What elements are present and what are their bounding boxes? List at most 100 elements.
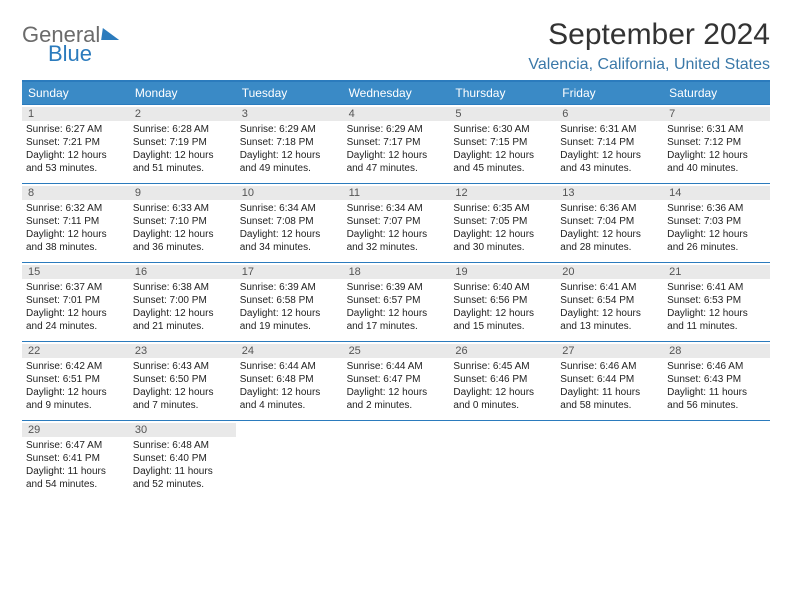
day-info: Sunrise: 6:36 AMSunset: 7:03 PMDaylight:… — [667, 202, 766, 254]
week-row: 8 Sunrise: 6:32 AMSunset: 7:11 PM Daylight… — [22, 183, 770, 262]
day-info-line: Sunset: 7:14 PM — [560, 136, 659, 149]
day-info-line: Sunset: 7:00 PM — [133, 294, 232, 307]
day-cell: 18Sunrise: 6:39 AMSunset: 6:57 PMDayligh… — [343, 263, 450, 341]
day-info-line: Sunrise: 6:44 AM — [347, 360, 446, 373]
day-number: 5 — [449, 107, 556, 121]
empty-cell — [556, 421, 663, 499]
day-number: 21 — [663, 265, 770, 279]
location-subtitle: Valencia, California, United States — [528, 56, 770, 74]
day-info: Sunrise: 6:42 AMSunset: 6:51 PMDaylight:… — [26, 360, 125, 412]
day-number: 20 — [556, 265, 663, 279]
day-info: Sunrise: 6:41 AMSunset: 6:54 PMDaylight:… — [560, 281, 659, 333]
day-info-line: Daylight: 12 hours — [240, 386, 339, 399]
day-info-line: and 11 minutes. — [667, 320, 766, 333]
day-number: 3 — [236, 107, 343, 121]
day-number: 23 — [129, 344, 236, 358]
day-number: 28 — [663, 344, 770, 358]
day-info-line: Sunset: 7:15 PM — [453, 136, 552, 149]
day-info-line: and 43 minutes. — [560, 162, 659, 175]
day-info-line: Sunrise: 6:43 AM — [133, 360, 232, 373]
day-info-line: Sunset: 7:12 PM — [667, 136, 766, 149]
day-info-line: Daylight: 11 hours — [26, 465, 125, 478]
day-info-line: Sunset: 6:54 PM — [560, 294, 659, 307]
day-info-line: Sunset: 6:56 PM — [453, 294, 552, 307]
day-cell: 23 Sunrise: 6:43 AMSunset: 6:50 PMDayligh… — [129, 342, 236, 420]
day-info-line: Sunrise: 6:32 AM — [26, 202, 125, 215]
day-info-line: and 54 minutes. — [26, 478, 125, 491]
day-info-line: Sunrise: 6:28 AM — [133, 123, 232, 136]
empty-cell — [663, 421, 770, 499]
day-info-line: Daylight: 12 hours — [667, 149, 766, 162]
day-info-line: Sunset: 7:18 PM — [240, 136, 339, 149]
day-info: Sunrise: 6:44 AMSunset: 6:48 PMDaylight:… — [240, 360, 339, 412]
day-number: 8 — [22, 186, 129, 200]
day-number: 29 — [22, 423, 129, 437]
day-info-line: Sunrise: 6:48 AM — [133, 439, 232, 452]
day-number: 6 — [556, 107, 663, 121]
day-cell: 10Sunrise: 6:34 AMSunset: 7:08 PMDayligh… — [236, 184, 343, 262]
day-info-line: and 19 minutes. — [240, 320, 339, 333]
day-number: 19 — [449, 265, 556, 279]
day-info-line: Sunset: 6:46 PM — [453, 373, 552, 386]
empty-cell — [449, 421, 556, 499]
day-info-line: and 51 minutes. — [133, 162, 232, 175]
day-number: 22 — [22, 344, 129, 358]
day-number: 14 — [663, 186, 770, 200]
week-row: 22 Sunrise: 6:42 AMSunset: 6:51 PMDayligh… — [22, 341, 770, 420]
day-info: Sunrise: 6:43 AMSunset: 6:50 PMDaylight:… — [133, 360, 232, 412]
day-info-line: Sunrise: 6:39 AM — [240, 281, 339, 294]
day-info-line: Sunset: 6:43 PM — [667, 373, 766, 386]
day-info-line: and 58 minutes. — [560, 399, 659, 412]
day-number: 1 — [22, 107, 129, 121]
day-info-line: Daylight: 12 hours — [133, 228, 232, 241]
title-block: September 2024 Valencia, California, Uni… — [528, 18, 770, 74]
day-info-line: and 38 minutes. — [26, 241, 125, 254]
day-number: 15 — [22, 265, 129, 279]
day-number: 25 — [343, 344, 450, 358]
day-cell: 13Sunrise: 6:36 AMSunset: 7:04 PMDayligh… — [556, 184, 663, 262]
day-info: Sunrise: 6:34 AMSunset: 7:07 PMDaylight:… — [347, 202, 446, 254]
day-info-line: and 49 minutes. — [240, 162, 339, 175]
day-info-line: Sunset: 6:50 PM — [133, 373, 232, 386]
day-info-line: Sunset: 7:11 PM — [26, 215, 125, 228]
day-cell: 3 Sunrise: 6:29 AMSunset: 7:18 PMDaylight… — [236, 105, 343, 183]
week-row: 29Sunrise: 6:47 AMSunset: 6:41 PMDayligh… — [22, 420, 770, 499]
day-info-line: and 40 minutes. — [667, 162, 766, 175]
day-cell: 22 Sunrise: 6:42 AMSunset: 6:51 PMDayligh… — [22, 342, 129, 420]
day-info-line: Daylight: 12 hours — [453, 149, 552, 162]
day-info-line: Sunrise: 6:36 AM — [667, 202, 766, 215]
day-info-line: Sunrise: 6:44 AM — [240, 360, 339, 373]
day-info-line: Sunset: 7:05 PM — [453, 215, 552, 228]
day-info-line: Daylight: 12 hours — [347, 228, 446, 241]
day-info: Sunrise: 6:38 AMSunset: 7:00 PMDaylight:… — [133, 281, 232, 333]
day-info-line: and 45 minutes. — [453, 162, 552, 175]
day-cell: 30 Sunrise: 6:48 AMSunset: 6:40 PMDayligh… — [129, 421, 236, 499]
day-cell: 20 Sunrise: 6:41 AMSunset: 6:54 PMDayligh… — [556, 263, 663, 341]
day-info-line: and 21 minutes. — [133, 320, 232, 333]
day-info: Sunrise: 6:33 AMSunset: 7:10 PMDaylight:… — [133, 202, 232, 254]
day-info-line: Daylight: 12 hours — [240, 307, 339, 320]
day-cell: 19Sunrise: 6:40 AMSunset: 6:56 PMDayligh… — [449, 263, 556, 341]
day-info-line: Sunset: 7:01 PM — [26, 294, 125, 307]
day-info-line: Daylight: 12 hours — [26, 307, 125, 320]
day-info: Sunrise: 6:48 AMSunset: 6:40 PMDaylight:… — [133, 439, 232, 491]
day-info-line: and 9 minutes. — [26, 399, 125, 412]
day-info-line: Sunset: 7:17 PM — [347, 136, 446, 149]
day-info-line: and 30 minutes. — [453, 241, 552, 254]
day-of-week-cell: Sunday — [22, 82, 129, 104]
day-info-line: Sunrise: 6:27 AM — [26, 123, 125, 136]
day-cell: 16Sunrise: 6:38 AMSunset: 7:00 PMDayligh… — [129, 263, 236, 341]
day-info-line: Daylight: 12 hours — [560, 307, 659, 320]
day-of-week-cell: Thursday — [449, 82, 556, 104]
logo: General Blue — [22, 18, 120, 65]
day-of-week-cell: Wednesday — [343, 82, 450, 104]
day-number: 30 — [129, 423, 236, 437]
day-info: Sunrise: 6:27 AMSunset: 7:21 PMDaylight:… — [26, 123, 125, 175]
day-info-line: Daylight: 12 hours — [667, 307, 766, 320]
day-info: Sunrise: 6:31 AMSunset: 7:12 PMDaylight:… — [667, 123, 766, 175]
day-info: Sunrise: 6:44 AMSunset: 6:47 PMDaylight:… — [347, 360, 446, 412]
day-info-line: Daylight: 12 hours — [240, 228, 339, 241]
day-info: Sunrise: 6:29 AMSunset: 7:18 PMDaylight:… — [240, 123, 339, 175]
day-info-line: and 17 minutes. — [347, 320, 446, 333]
day-info-line: Sunrise: 6:39 AM — [347, 281, 446, 294]
